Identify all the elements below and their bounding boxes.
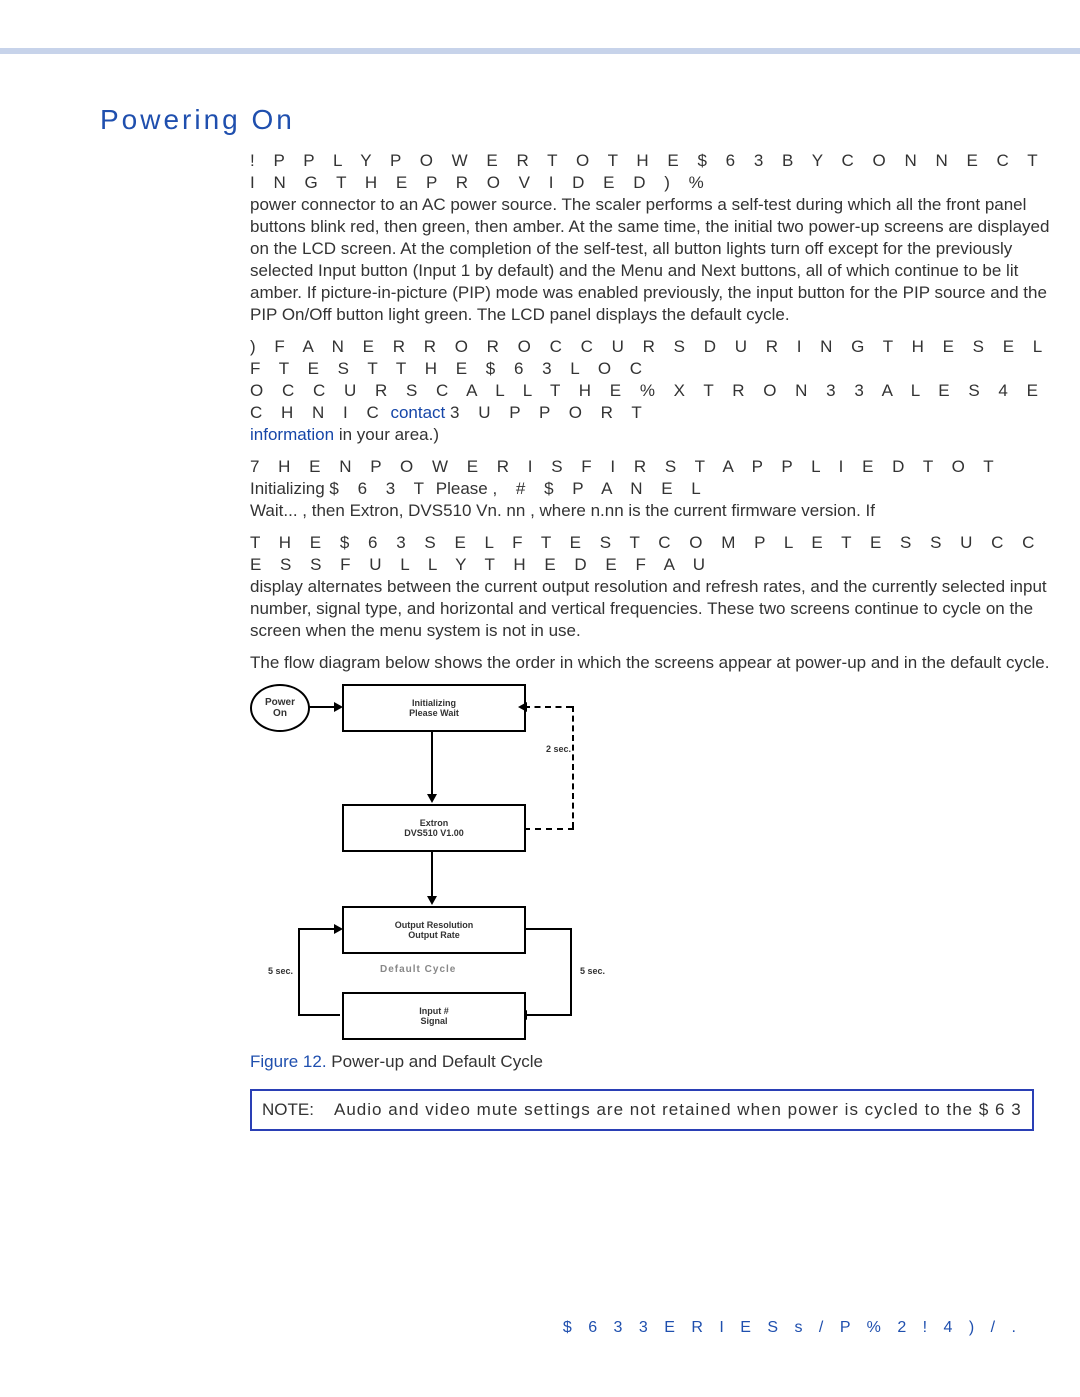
page-footer: $ 6 3 3 E R I E S s / P % 2 ! 4 ) / . <box>563 1319 1022 1337</box>
paragraph-2: ) F A N E R R O R O C C U R S D U R I N … <box>250 336 1060 446</box>
r4-l1: Input # <box>419 1006 449 1016</box>
edge-left-v <box>298 928 300 1014</box>
page-content: Powering On ! P P L Y P O W E R T O T H … <box>100 104 1060 1131</box>
p1-line-b: power connector to an AC power source. T… <box>250 195 1049 324</box>
edge-dash-top <box>524 706 572 708</box>
footer-text: $ 6 3 3 E R I E S s / P % 2 ! 4 ) / . <box>563 1319 1022 1336</box>
node-firmware: Extron DVS510 V1.00 <box>342 804 526 852</box>
arrow-r2-r3 <box>427 896 437 905</box>
p3c: $ 6 3 T <box>329 479 431 498</box>
node-input: Input # Signal <box>342 992 526 1040</box>
node-output: Output Resolution Output Rate <box>342 906 526 954</box>
r1-l2: Please Wait <box>409 708 459 718</box>
edge-left-bot <box>298 1014 340 1016</box>
p3h: Extron, DVS510 Vn. nn <box>350 501 526 520</box>
edge-dash-v <box>572 706 574 828</box>
p3k: is the current firmware version. If <box>628 501 875 520</box>
r1-l1: Initializing <box>412 698 456 708</box>
p3i: , where <box>530 501 586 520</box>
p2-line-d: in your area.) <box>339 425 439 444</box>
edge-right-bot <box>524 1014 572 1016</box>
edge-oval-r1 <box>308 706 336 708</box>
top-rule <box>0 48 1080 54</box>
node-initializing: Initializing Please Wait <box>342 684 526 732</box>
edge-right-v <box>570 928 572 1014</box>
r2-l1: Extron <box>420 818 449 828</box>
p3d: Please <box>436 479 488 498</box>
note-box: NOTE: Audio and video mute settings are … <box>250 1089 1034 1131</box>
section-heading: Powering On <box>100 104 1060 136</box>
flow-diagram: Power On Initializing Please Wait 2 sec. <box>250 684 680 1044</box>
arrow-left-top <box>334 924 343 934</box>
label-5sec-r: 5 sec. <box>580 966 605 976</box>
arrow-dash-top <box>518 702 527 712</box>
r3-l1: Output Resolution <box>395 920 474 930</box>
paragraph-1: ! P P L Y P O W E R T O T H E $ 6 3 B Y … <box>250 150 1060 326</box>
note-label: NOTE: <box>262 1099 334 1121</box>
p3f: Wait... <box>250 501 298 520</box>
label-default-cycle: Default Cycle <box>380 964 456 975</box>
paragraph-5: The flow diagram below shows the order i… <box>250 652 1060 674</box>
arrow-r1-r2 <box>427 794 437 803</box>
p1-line-a: ! P P L Y P O W E R T O T H E $ 6 3 B Y … <box>250 151 1044 192</box>
p3a: 7 H E N P O W E R I S F I R S T A P P L … <box>250 457 1001 476</box>
r4-l2: Signal <box>420 1016 447 1026</box>
info-link[interactable]: information <box>250 425 334 444</box>
oval-l2: On <box>273 708 287 719</box>
figure-diagram: Power On Initializing Please Wait 2 sec. <box>250 684 1060 1044</box>
p4a: T H E $ 6 3 S E L F T E S T C O M P L E … <box>250 533 1041 574</box>
contact-link[interactable]: contact <box>390 403 445 422</box>
paragraph-3: 7 H E N P O W E R I S F I R S T A P P L … <box>250 456 1060 522</box>
node-power-on: Power On <box>250 684 310 732</box>
p3e: , # $ P A N E L <box>492 479 707 498</box>
p2-line-c: 3 U P P O R T <box>450 403 649 422</box>
label-2sec: 2 sec. <box>546 744 571 754</box>
p3g: , then <box>302 501 345 520</box>
edge-r2-r3 <box>431 850 433 898</box>
r2-l2: DVS510 V1.00 <box>404 828 464 838</box>
edge-r1-r2 <box>431 730 433 796</box>
edge-right-top <box>524 928 572 930</box>
edge-dash-bot <box>524 828 574 830</box>
figure-title: Power-up and Default Cycle <box>331 1052 543 1071</box>
p4b: display alternates between the current o… <box>250 577 1047 640</box>
p2-line-a: ) F A N E R R O R O C C U R S D U R I N … <box>250 337 1049 378</box>
paragraph-4: T H E $ 6 3 S E L F T E S T C O M P L E … <box>250 532 1060 642</box>
figure-caption: Figure 12. Power-up and Default Cycle <box>250 1052 1060 1072</box>
oval-l1: Power <box>265 697 295 708</box>
figure-label: Figure 12. <box>250 1052 327 1071</box>
r3-l2: Output Rate <box>408 930 460 940</box>
note-text: Audio and video mute settings are not re… <box>334 1099 1022 1121</box>
label-5sec-l: 5 sec. <box>268 966 293 976</box>
p3j: n.nn <box>591 501 624 520</box>
p3b: Initializing <box>250 479 325 498</box>
